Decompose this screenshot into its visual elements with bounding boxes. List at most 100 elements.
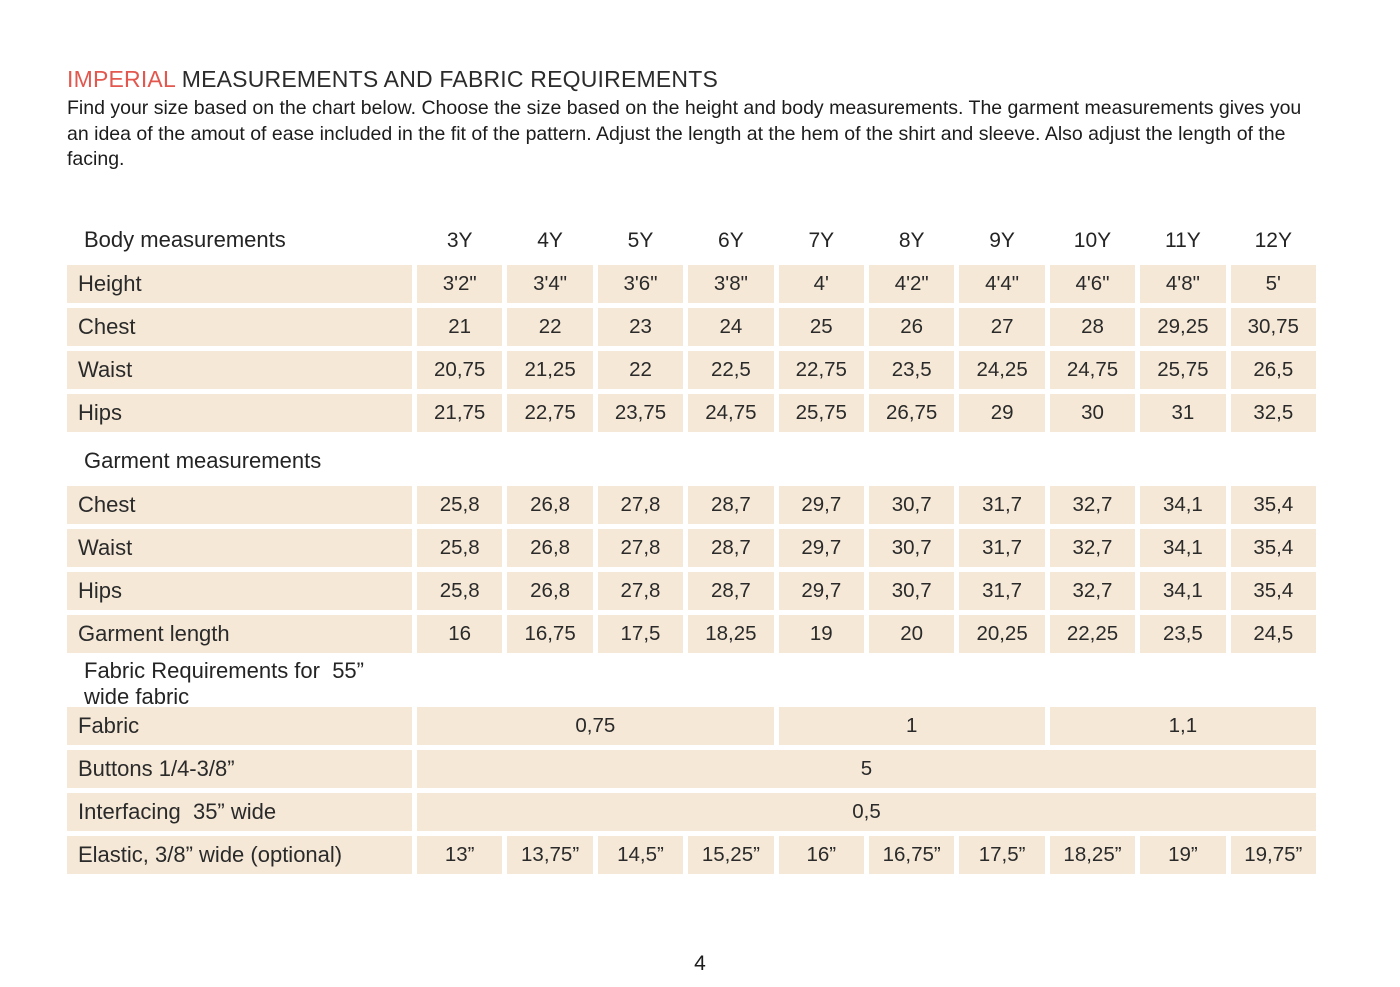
table-cell: 3'6"	[597, 265, 684, 303]
table-cell: 32,5	[1230, 394, 1316, 432]
table-cell: 30,7	[869, 486, 955, 524]
table-cell-merged: 0,5	[417, 793, 1316, 831]
table-cell: 4'6"	[1049, 265, 1136, 303]
table-cell: 20,25	[959, 615, 1045, 653]
table-cell: 27,8	[597, 529, 684, 567]
table-cell: 19,75”	[1230, 836, 1316, 874]
table-cell: 14,5”	[597, 836, 684, 874]
table-cell: 35,4	[1230, 572, 1316, 610]
intro-paragraph: Find your size based on the chart below.…	[67, 97, 1302, 170]
table-cell: 18,25	[688, 615, 774, 653]
table-cell: 24	[688, 308, 774, 346]
table-cell: 4'8"	[1140, 265, 1226, 303]
table-cell: 24,25	[959, 351, 1045, 389]
table-cell-merged: 1	[778, 707, 1045, 745]
table-cell: 24,5	[1230, 615, 1316, 653]
table-cell: 31,7	[959, 572, 1045, 610]
row-label: Height	[67, 265, 412, 303]
table-cell: 32,7	[1049, 529, 1136, 567]
row-label: Buttons 1/4-3/8”	[67, 750, 412, 788]
table-row: Fabric 0,75 1 1,1	[67, 707, 1316, 745]
size-column-header: 3Y	[446, 229, 473, 252]
table-cell: 27,8	[597, 572, 684, 610]
row-label: Fabric	[67, 707, 412, 745]
table-cell: 18,25”	[1049, 836, 1136, 874]
table-cell: 21,25	[507, 351, 593, 389]
size-column-header: 5Y	[627, 229, 654, 252]
table-cell: 4'	[778, 265, 864, 303]
table-cell: 30	[1049, 394, 1136, 432]
table-cell: 24,75	[688, 394, 774, 432]
table-cell: 29,7	[778, 486, 864, 524]
table-cell: 15,25”	[688, 836, 774, 874]
size-column-header: 9Y	[989, 229, 1015, 252]
table-cell: 19	[778, 615, 864, 653]
table-cell: 25,75	[1140, 351, 1226, 389]
table-cell: 26,5	[1230, 351, 1316, 389]
table-cell: 25,8	[417, 486, 503, 524]
table-cell: 23,5	[869, 351, 955, 389]
table-cell-merged: 1,1	[1049, 707, 1316, 745]
table-cell: 22	[507, 308, 593, 346]
table-cell: 31,7	[959, 486, 1045, 524]
table-cell: 22,5	[688, 351, 774, 389]
table-cell: 26,75	[869, 394, 955, 432]
table-cell: 35,4	[1230, 486, 1316, 524]
table-cell: 31	[1140, 394, 1226, 432]
table-row: Hips 21,75 22,75 23,75 24,75 25,75 26,75 29 30 31…	[67, 394, 1316, 432]
table-cell: 23,5	[1140, 615, 1226, 653]
table-cell: 17,5”	[959, 836, 1045, 874]
table-cell: 21	[417, 308, 503, 346]
table-cell: 23,75	[597, 394, 684, 432]
table-cell: 22,75	[778, 351, 864, 389]
table-cell: 28,7	[688, 486, 774, 524]
row-label: Elastic, 3/8” wide (optional)	[67, 836, 412, 874]
table-row: Hips 25,8 26,8 27,8 28,7 29,7 30,7 31,7 32,7 34,1…	[67, 572, 1316, 610]
table-cell: 19”	[1140, 836, 1226, 874]
row-label: Hips	[67, 572, 412, 610]
section-header: Garment measurements	[84, 448, 322, 473]
table-cell: 16”	[778, 836, 864, 874]
size-column-header: 11Y	[1164, 229, 1201, 252]
table-cell-merged: 5	[417, 750, 1316, 788]
table-cell: 4'2"	[869, 265, 955, 303]
row-label: Chest	[67, 486, 412, 524]
table-cell: 25,8	[417, 529, 503, 567]
table-cell: 29,25	[1140, 308, 1226, 346]
row-label: Hips	[67, 394, 412, 432]
table-cell: 26,8	[507, 486, 593, 524]
table-row: Interfacing 35” wide 0,5	[67, 793, 1316, 831]
table-cell: 24,75	[1049, 351, 1136, 389]
page-title-accent: IMPERIAL	[67, 66, 176, 92]
section-header-row: Fabric Requirements for 55” wide fabric	[67, 658, 1316, 709]
size-column-header: 12Y	[1254, 229, 1292, 252]
table-cell: 25,75	[778, 394, 864, 432]
table-row: Garment length 16 16,75 17,5 18,25 19 20 20,25 2…	[67, 615, 1316, 653]
table-cell: 23	[597, 308, 684, 346]
table-cell: 29	[959, 394, 1045, 432]
table-cell: 28,7	[688, 572, 774, 610]
table-cell: 32,7	[1049, 486, 1136, 524]
table-cell: 5'	[1230, 265, 1316, 303]
size-column-header: 7Y	[808, 229, 835, 252]
table-cell: 27	[959, 308, 1045, 346]
page-title: IMPERIAL MEASUREMENTS AND FABRIC REQUIRE…	[67, 66, 718, 93]
table-cell: 25	[778, 308, 864, 346]
table-cell: 35,4	[1230, 529, 1316, 567]
table-cell: 30,7	[869, 529, 955, 567]
section-header: Body measurements	[84, 227, 286, 252]
row-label: Chest	[67, 308, 412, 346]
page-title-rest: MEASUREMENTS AND FABRIC REQUIREMENTS	[175, 66, 718, 92]
table-cell: 16	[417, 615, 503, 653]
row-label: Waist	[67, 351, 412, 389]
page-number: 4	[694, 952, 706, 975]
row-label: Interfacing 35” wide	[67, 793, 412, 831]
section-header-row: Body measurements 3Y 4Y 5Y 6Y 7Y 8Y 9Y 10Y 11Y 12Y	[67, 224, 1316, 260]
table-cell: 26,8	[507, 572, 593, 610]
table-cell: 22,75	[507, 394, 593, 432]
table-cell: 34,1	[1140, 572, 1226, 610]
table-cell: 30,75	[1230, 308, 1316, 346]
table-cell: 34,1	[1140, 486, 1226, 524]
table-cell: 30,7	[869, 572, 955, 610]
